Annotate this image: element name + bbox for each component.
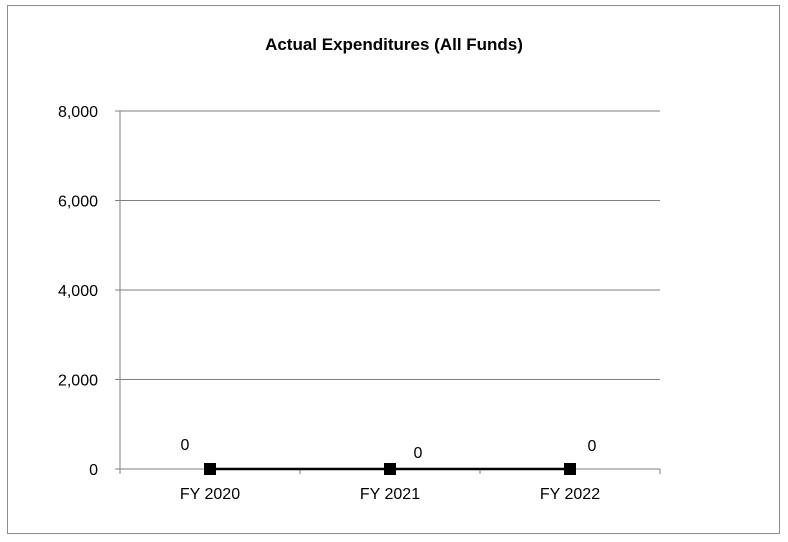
x-tick-label: FY 2022 (540, 486, 600, 503)
x-tick-label: FY 2021 (360, 486, 420, 503)
y-tick-label: 8,000 (58, 104, 98, 121)
data-label: 0 (414, 445, 423, 462)
data-point-marker (384, 463, 396, 475)
x-tick-label: FY 2020 (180, 486, 240, 503)
chart-title: Actual Expenditures (All Funds) (265, 35, 523, 54)
y-tick-label: 4,000 (58, 283, 98, 300)
y-tick-label: 2,000 (58, 373, 98, 390)
data-point-marker (204, 463, 216, 475)
y-tick-label: 6,000 (58, 194, 98, 211)
data-label: 0 (181, 437, 190, 454)
y-tick-label: 0 (89, 462, 98, 479)
data-label: 0 (588, 438, 597, 455)
data-point-marker (564, 463, 576, 475)
chart-frame (7, 5, 780, 534)
